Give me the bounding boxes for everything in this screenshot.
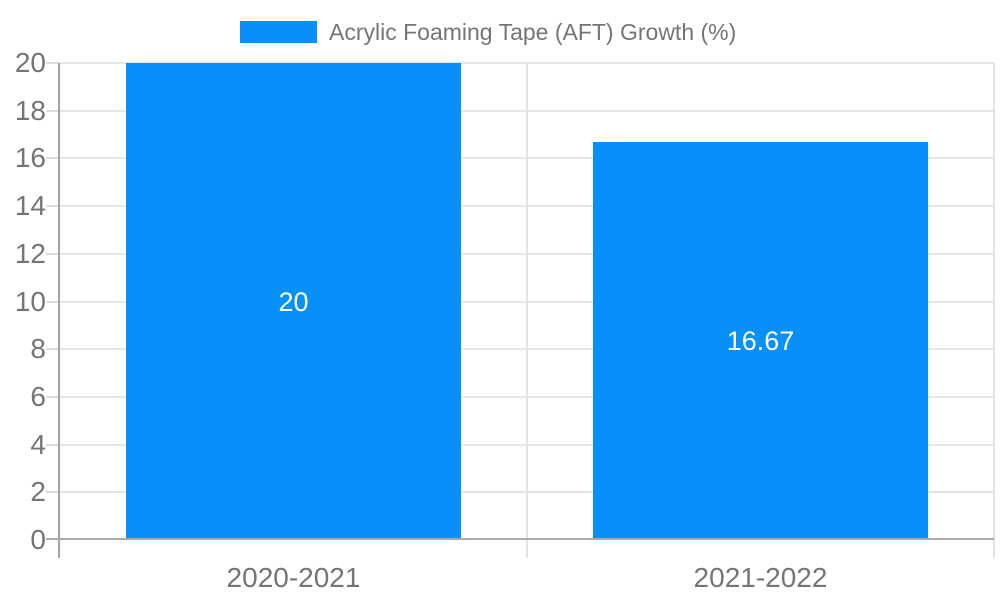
y-tick xyxy=(46,252,59,255)
y-axis-label: 16 xyxy=(14,142,46,174)
y-tick xyxy=(46,205,59,208)
y-axis-label: 14 xyxy=(14,190,46,222)
y-axis-label: 10 xyxy=(14,285,46,317)
y-axis-line xyxy=(58,63,60,558)
x-axis-label: 2020-2021 xyxy=(226,562,361,593)
bar-value-label: 20 xyxy=(278,287,309,317)
bar[interactable] xyxy=(593,142,928,540)
y-axis-label: 20 xyxy=(14,47,46,78)
y-axis-label: 4 xyxy=(30,428,46,460)
y-axis-label: 18 xyxy=(14,94,46,126)
y-axis-label: 2 xyxy=(30,476,46,508)
legend-label: Acrylic Foaming Tape (AFT) Growth (%) xyxy=(329,18,737,45)
category-separator xyxy=(993,63,995,558)
x-axis-label: 2021-2022 xyxy=(693,562,828,593)
legend-item[interactable]: Acrylic Foaming Tape (AFT) Growth (%) xyxy=(240,18,736,46)
y-tick xyxy=(46,157,59,160)
y-axis-label: 12 xyxy=(14,237,46,269)
legend-swatch-icon xyxy=(240,21,317,43)
bar[interactable] xyxy=(126,63,461,540)
y-axis-label: 8 xyxy=(30,333,46,365)
y-axis-label: 6 xyxy=(30,380,46,412)
y-tick xyxy=(46,300,59,303)
y-tick xyxy=(46,109,59,112)
y-tick xyxy=(46,348,59,351)
y-axis-label: 0 xyxy=(30,524,46,555)
x-axis-line xyxy=(46,538,994,540)
y-tick xyxy=(46,491,59,494)
y-tick xyxy=(46,395,59,398)
category-separator xyxy=(526,63,528,558)
y-tick xyxy=(46,62,59,64)
y-tick xyxy=(46,443,59,446)
bar-value-label: 16.67 xyxy=(726,326,795,356)
